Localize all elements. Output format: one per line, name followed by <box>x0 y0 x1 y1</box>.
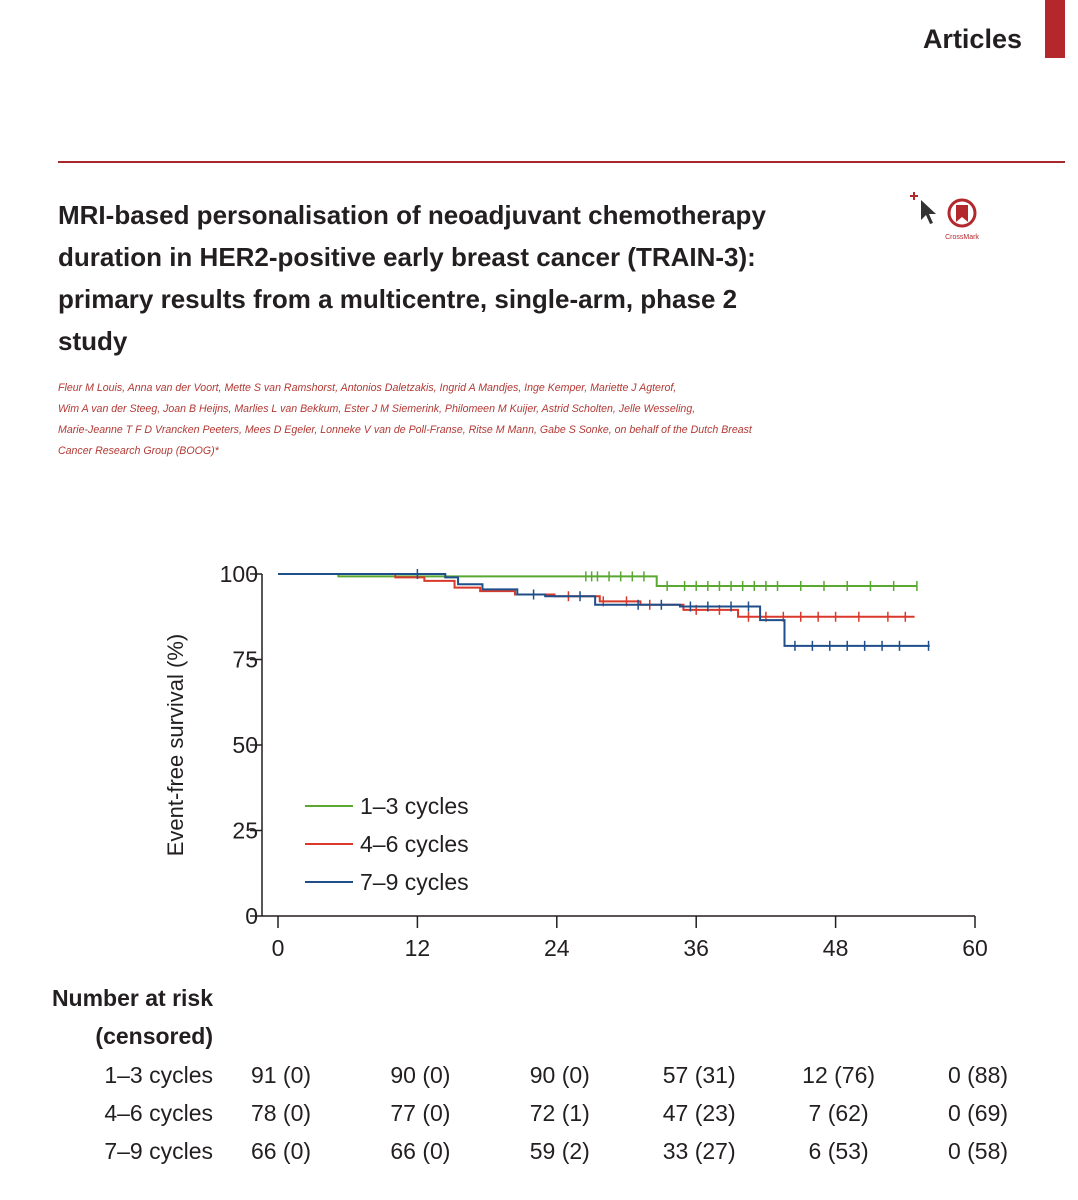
y-tick-label: 75 <box>232 647 258 673</box>
y-tick-label: 25 <box>232 818 258 844</box>
legend-label: 4–6 cycles <box>360 831 469 857</box>
section-tab <box>1045 0 1065 58</box>
x-tick-label: 60 <box>962 935 988 961</box>
article-title-line: primary results from a multicentre, sing… <box>58 284 737 314</box>
article-title-line: duration in HER2-positive early breast c… <box>58 242 756 272</box>
risk-cell: 91 (0) <box>251 1062 311 1088</box>
y-tick-label: 100 <box>220 561 258 587</box>
risk-row-label: 7–9 cycles <box>104 1138 213 1164</box>
survival-curve <box>278 573 930 647</box>
section-label: Articles <box>923 24 1022 54</box>
y-axis-label: Event-free survival (%) <box>163 634 188 857</box>
x-tick-label: 0 <box>272 935 285 961</box>
x-tick-label: 12 <box>405 935 431 961</box>
risk-row-label: 4–6 cycles <box>104 1100 213 1126</box>
article-title-line: study <box>58 326 128 356</box>
x-tick-label: 24 <box>544 935 570 961</box>
author-line: Wim A van der Steeg, Joan B Heijns, Marl… <box>58 403 695 415</box>
risk-table-title: (censored) <box>95 1023 213 1049</box>
risk-cell: 0 (69) <box>948 1100 1008 1126</box>
risk-cell: 72 (1) <box>530 1100 590 1126</box>
risk-cell: 66 (0) <box>390 1138 450 1164</box>
risk-cell: 47 (23) <box>663 1100 736 1126</box>
author-line: Fleur M Louis, Anna van der Voort, Mette… <box>58 382 676 394</box>
article-title-line: MRI-based personalisation of neoadjuvant… <box>58 200 766 230</box>
crossmark-icon: CrossMark <box>910 192 979 241</box>
risk-cell: 6 (53) <box>809 1138 869 1164</box>
crossmark-label: CrossMark <box>945 234 979 241</box>
author-line: Cancer Research Group (BOOG)* <box>58 445 220 457</box>
risk-cell: 90 (0) <box>530 1062 590 1088</box>
risk-cell: 59 (2) <box>530 1138 590 1164</box>
risk-cell: 0 (88) <box>948 1062 1008 1088</box>
y-tick-label: 50 <box>232 732 258 758</box>
risk-cell: 7 (62) <box>809 1100 869 1126</box>
risk-cell: 57 (31) <box>663 1062 736 1088</box>
risk-row-label: 1–3 cycles <box>104 1062 213 1088</box>
y-tick-label: 0 <box>245 903 258 929</box>
risk-cell: 12 (76) <box>802 1062 875 1088</box>
risk-cell: 90 (0) <box>390 1062 450 1088</box>
survival-curve <box>278 573 915 618</box>
risk-cell: 66 (0) <box>251 1138 311 1164</box>
risk-cell: 0 (58) <box>948 1138 1008 1164</box>
author-line: Marie-Jeanne T F D Vrancken Peeters, Mee… <box>58 424 753 436</box>
legend-label: 1–3 cycles <box>360 793 469 819</box>
risk-cell: 78 (0) <box>251 1100 311 1126</box>
x-tick-label: 36 <box>683 935 709 961</box>
legend-label: 7–9 cycles <box>360 869 469 895</box>
risk-cell: 77 (0) <box>390 1100 450 1126</box>
risk-cell: 33 (27) <box>663 1138 736 1164</box>
risk-table-title: Number at risk <box>52 985 213 1011</box>
x-tick-label: 48 <box>823 935 849 961</box>
